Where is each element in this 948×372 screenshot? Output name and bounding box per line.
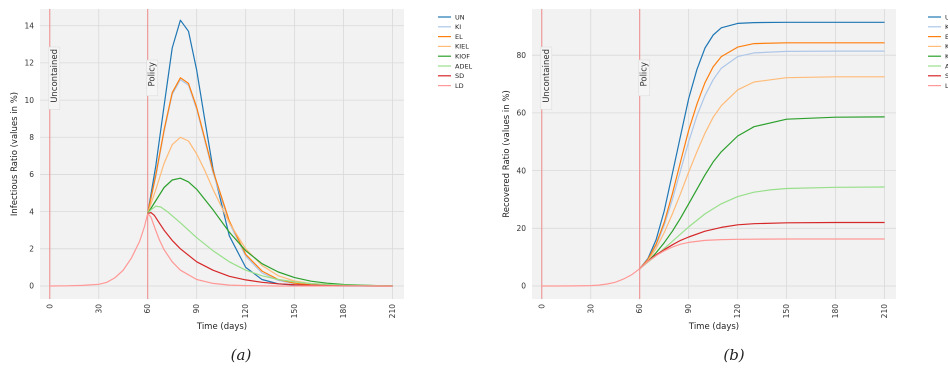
x-tick-label: 180 <box>831 304 840 319</box>
chart-panel-0: 0 30 60 90 120 150 180 210 0 2 4 6 8 10 12 14 Uncontaine… <box>10 9 473 364</box>
vline-label-policy: Policy <box>146 59 159 97</box>
legend-label-kiof: KIOF <box>945 53 948 61</box>
y-tick-label: 0 <box>521 282 526 291</box>
y-tick-label: 10 <box>24 96 34 105</box>
legend-label-adel: ADEL <box>945 62 948 70</box>
y-axis-label: Recovered Ratio (values in %) <box>502 90 512 218</box>
legend-label-el: EL <box>945 33 948 41</box>
series-line-un <box>639 21 885 270</box>
legend-label-ld: LD <box>455 82 464 90</box>
legend-label-kiel: KIEL <box>945 43 948 51</box>
y-tick-label: 8 <box>29 133 34 142</box>
x-tick-label: 60 <box>635 304 644 314</box>
vline-label-policy: Policy <box>638 59 651 97</box>
legend-label-ki: KI <box>455 23 461 31</box>
series-line-kiof <box>147 177 393 287</box>
y-axis-label: Infectious Ratio (values in %) <box>10 92 20 216</box>
y-tick-label: 14 <box>24 21 34 30</box>
x-axis-label: Time (days) <box>196 322 247 332</box>
series-line-ki <box>639 50 885 270</box>
y-tick-label: 6 <box>29 170 34 179</box>
x-tick-label: 0 <box>537 304 546 309</box>
x-axis-label: Time (days) <box>688 322 739 332</box>
y-tick-label: 20 <box>516 224 526 233</box>
svg-text:Policy: Policy <box>640 62 650 86</box>
legend-label-un: UN <box>945 13 948 21</box>
plot-area <box>532 9 896 299</box>
y-tick-label: 40 <box>516 166 526 175</box>
x-tick-label: 90 <box>192 304 201 314</box>
x-tick-label: 150 <box>290 304 299 319</box>
x-tick-label: 120 <box>733 304 742 319</box>
series-line-el <box>639 42 885 270</box>
legend-label-ki: KI <box>945 23 948 31</box>
x-tick-label: 180 <box>339 304 348 319</box>
legend-label-el: EL <box>455 33 463 41</box>
legend-label-un: UN <box>455 13 465 21</box>
vline-label-uncontained: Uncontained <box>540 46 553 110</box>
x-tick-label: 90 <box>684 304 693 314</box>
baseline-curve <box>49 213 149 287</box>
y-tick-label: 4 <box>29 207 34 216</box>
legend-label-sd: SD <box>455 72 464 80</box>
panel-caption: (b) <box>723 346 744 364</box>
x-tick-label: 150 <box>782 304 791 319</box>
svg-text:Uncontained: Uncontained <box>50 49 60 103</box>
series-line-kiel <box>639 76 885 270</box>
x-tick-label: 210 <box>388 304 397 319</box>
chart-panel-1: 0 30 60 90 120 150 180 210 0 20 40 60 80 Uncontained P… <box>502 9 948 364</box>
series-line-adel <box>147 205 393 287</box>
y-tick-label: 2 <box>29 245 34 254</box>
legend-label-kiel: KIEL <box>455 43 469 51</box>
y-tick-label: 12 <box>24 59 34 68</box>
legend-label-ld: LD <box>945 82 948 90</box>
vline-label-uncontained: Uncontained <box>48 46 61 110</box>
legend-label-sd: SD <box>945 72 948 80</box>
legend-label-kiof: KIOF <box>455 53 470 61</box>
series-line-sd <box>147 212 393 287</box>
x-tick-label: 30 <box>586 304 595 314</box>
series-line-ld <box>639 238 885 270</box>
x-tick-label: 60 <box>143 304 152 314</box>
series-line-kiof <box>639 116 885 270</box>
plot-area <box>40 9 404 299</box>
y-tick-label: 80 <box>516 51 526 60</box>
series-line-ld <box>147 213 393 287</box>
x-tick-label: 210 <box>880 304 889 319</box>
x-tick-label: 0 <box>45 304 54 309</box>
series-line-sd <box>639 221 885 270</box>
x-tick-label: 120 <box>241 304 250 319</box>
y-tick-label: 0 <box>29 282 34 291</box>
svg-text:Policy: Policy <box>148 62 158 86</box>
legend-label-adel: ADEL <box>455 62 473 70</box>
panel-caption: (a) <box>231 346 252 364</box>
y-tick-label: 60 <box>516 109 526 118</box>
baseline-curve <box>541 268 641 287</box>
x-tick-label: 30 <box>94 304 103 314</box>
svg-text:Uncontained: Uncontained <box>542 49 552 103</box>
